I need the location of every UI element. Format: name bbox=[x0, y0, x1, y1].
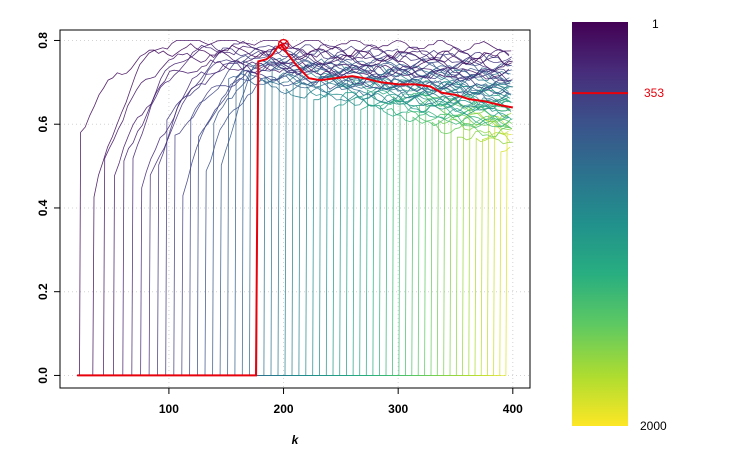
series-line bbox=[77, 87, 511, 376]
series-line bbox=[77, 121, 511, 376]
series-line bbox=[77, 59, 510, 376]
x-tick-label: 100 bbox=[159, 402, 179, 416]
series-line bbox=[77, 108, 512, 376]
y-tick-label: 0.4 bbox=[36, 199, 50, 216]
y-tick-label: 0.2 bbox=[36, 283, 50, 300]
x-tick-label: 300 bbox=[388, 402, 408, 416]
series-line bbox=[77, 131, 509, 376]
series-line bbox=[77, 79, 511, 376]
series-line bbox=[77, 113, 510, 376]
x-tick-label: 400 bbox=[503, 402, 523, 416]
y-tick-label: 0.6 bbox=[36, 116, 50, 133]
highlight-series-line bbox=[77, 43, 513, 377]
series-line bbox=[77, 43, 512, 376]
y-axis: 0.0 0.2 0.4 0.6 0.8 bbox=[36, 32, 60, 384]
series-line bbox=[77, 134, 512, 376]
series-line bbox=[77, 44, 512, 376]
colorbar-min-label: 1 bbox=[652, 17, 659, 31]
colorbar-gradient bbox=[572, 22, 628, 426]
series-line bbox=[77, 95, 512, 376]
series-line bbox=[77, 146, 511, 376]
series-line bbox=[77, 61, 513, 376]
series-line bbox=[77, 75, 509, 376]
series-line bbox=[77, 43, 510, 376]
series-line bbox=[77, 111, 513, 376]
series-line bbox=[77, 49, 513, 376]
series-line bbox=[77, 47, 512, 376]
series-line bbox=[77, 75, 512, 376]
series-line bbox=[77, 69, 510, 376]
y-tick-label: 0.8 bbox=[36, 32, 50, 49]
series-line bbox=[77, 62, 511, 376]
y-tick-label: 0.0 bbox=[36, 367, 50, 384]
highlight-layer bbox=[77, 39, 513, 377]
max-marker-circle bbox=[277, 39, 290, 51]
series-line bbox=[77, 130, 513, 376]
x-axis: 100 200 300 400 bbox=[159, 388, 523, 416]
series-line bbox=[77, 115, 512, 376]
x-tick-label: 200 bbox=[274, 402, 294, 416]
series-line bbox=[77, 118, 511, 376]
series-line bbox=[77, 132, 511, 376]
max-marker-cross bbox=[279, 40, 288, 50]
series-line bbox=[77, 50, 511, 376]
x-axis-title: k bbox=[292, 433, 300, 447]
series-line bbox=[77, 60, 509, 376]
series-line bbox=[77, 114, 513, 376]
series-line bbox=[77, 86, 512, 376]
series-line bbox=[77, 92, 511, 376]
series-line bbox=[77, 74, 513, 376]
colorbar-highlight-label: 353 bbox=[644, 86, 664, 100]
series-line bbox=[77, 82, 512, 376]
series-line bbox=[77, 40, 510, 376]
series-line bbox=[77, 107, 512, 376]
series-line bbox=[77, 40, 512, 376]
series-layer bbox=[77, 40, 513, 376]
colorbar: 1 2000 353 bbox=[572, 17, 667, 433]
plot-frame bbox=[59, 29, 531, 389]
series-line bbox=[77, 104, 513, 376]
series-line bbox=[77, 66, 512, 376]
series-line bbox=[77, 73, 512, 376]
series-line bbox=[77, 92, 512, 376]
colorbar-max-label: 2000 bbox=[640, 419, 667, 433]
